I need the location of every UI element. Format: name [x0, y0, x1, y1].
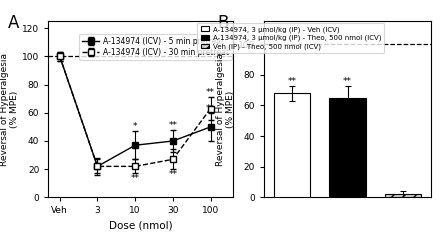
Text: **: ** [206, 104, 215, 113]
Legend: A-134974, 3 μmol/kg (IP) - Veh (ICV), A-134974, 3 μmol/kg (IP) - Theo, 500 nmol : A-134974, 3 μmol/kg (IP) - Veh (ICV), A-… [197, 23, 385, 54]
X-axis label: Dose (nmol): Dose (nmol) [109, 221, 172, 231]
Text: **: ** [169, 121, 177, 130]
Text: **: ** [287, 77, 297, 86]
Text: A: A [8, 14, 19, 32]
Text: **: ** [131, 174, 139, 183]
Legend: A-134974 (ICV) - 5 min pretreat, A-134974 (ICV) - 30 min pretreat: A-134974 (ICV) - 5 min pretreat, A-13497… [79, 34, 232, 60]
Text: **: ** [206, 88, 215, 97]
Text: **: ** [169, 170, 177, 179]
Y-axis label: Reversal of Hyperalgesia
(% MPE): Reversal of Hyperalgesia (% MPE) [0, 53, 19, 166]
Text: B: B [217, 14, 228, 32]
Bar [274, 93, 310, 197]
Text: **: ** [343, 77, 352, 86]
Y-axis label: Reversal of Hyperalgesia
(% MPE): Reversal of Hyperalgesia (% MPE) [216, 53, 235, 166]
Text: *: * [133, 122, 137, 131]
Bar [330, 98, 366, 197]
Bar [385, 194, 422, 197]
